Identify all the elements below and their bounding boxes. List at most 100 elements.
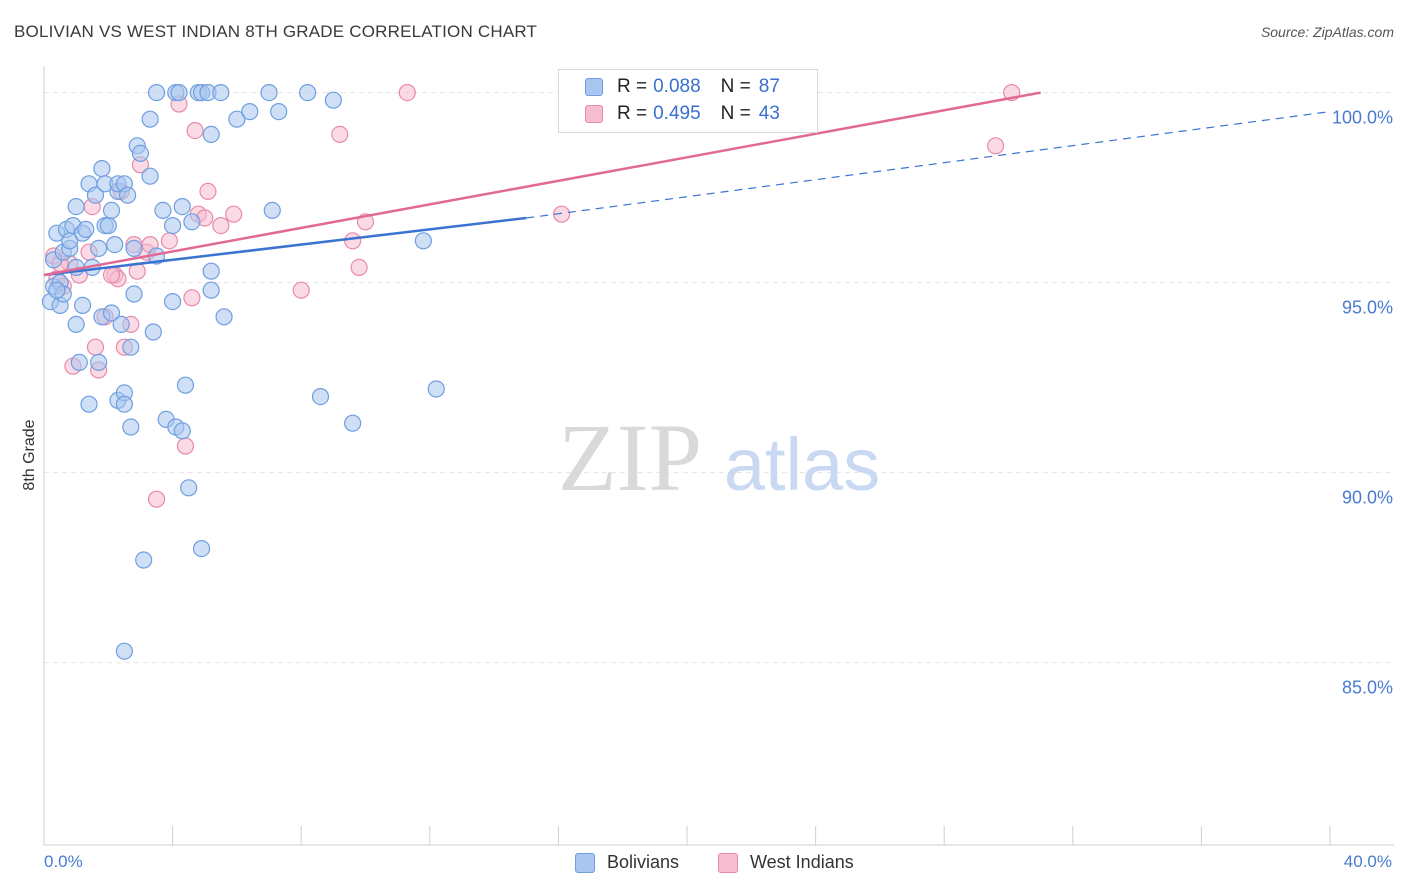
bolivian-point (202, 262, 220, 280)
x-tick-min: 0.0% (44, 852, 83, 871)
bolivian-point (48, 281, 66, 299)
legend-r-label: R = (617, 76, 648, 97)
bolivian-point (212, 83, 230, 102)
bolivian-point (270, 102, 288, 121)
bolivian-point (80, 395, 98, 413)
west-indian-point (147, 490, 166, 508)
trendlines (43, 91, 1331, 277)
west-indian-point (331, 125, 349, 143)
bolivian-point (170, 83, 188, 102)
watermark: ZIP atlas (558, 404, 880, 511)
legend-r-label: R = (617, 103, 648, 124)
west-indian-point (102, 266, 121, 284)
west-indian-point (987, 137, 1005, 155)
bolivian-point (70, 353, 88, 371)
watermark-atlas: atlas (724, 423, 880, 506)
west-indian-point (225, 205, 243, 223)
bolivian-point (73, 296, 92, 314)
legend-row-bolivians: R = 0.088 N = 87 (585, 75, 780, 99)
bolivian-point (164, 217, 182, 235)
bolivian-point (125, 285, 143, 303)
bolivian-point (125, 239, 143, 257)
legend-swatch-blue (585, 78, 603, 96)
legend-row-west-indians: R = 0.495 N = 43 (585, 102, 780, 126)
bolivian-point (106, 236, 124, 254)
west-indian-point (292, 281, 310, 299)
legend-n-value: 43 (758, 103, 780, 124)
bolivian-point (112, 315, 130, 333)
bottom-swatch-blue (575, 852, 595, 873)
bolivian-point (90, 353, 108, 371)
legend-swatch-pink (585, 105, 603, 123)
bolivian-point (176, 376, 195, 394)
grid (44, 92, 1394, 664)
bolivian-point (311, 388, 330, 406)
west-indian-point (212, 217, 230, 235)
bolivian-point (414, 232, 432, 250)
bolivian-point (135, 551, 153, 569)
bolivian-point (344, 414, 362, 432)
west-indian-point (199, 182, 217, 200)
west-indian-point (398, 83, 416, 102)
west-indian-point (186, 122, 204, 140)
y-tick-label: 85.0% (1342, 678, 1393, 698)
bolivian-point (122, 338, 140, 356)
source-label: Source: ZipAtlas.com (1260, 24, 1394, 40)
bolivian-point (122, 418, 140, 436)
bolivian-point (86, 186, 105, 204)
bolivian-point (67, 315, 85, 333)
bolivian-point (202, 125, 220, 143)
bolivian-point (180, 479, 198, 497)
bolivian-point (102, 304, 121, 322)
bolivian-point (173, 422, 191, 440)
chart-title: BOLIVIAN VS WEST INDIAN 8TH GRADE CORREL… (14, 22, 538, 41)
legend-n-value: 87 (758, 76, 780, 97)
bolivians-trendline (43, 216, 527, 277)
y-tick-label: 90.0% (1342, 488, 1393, 508)
west-indian-point (160, 232, 178, 250)
west-indian-point (176, 437, 195, 455)
bolivian-point (77, 220, 95, 238)
bottom-legend-label: Bolivians (607, 852, 680, 872)
bolivian-point (299, 83, 317, 102)
bolivians-trendline-extension (526, 111, 1331, 219)
west-indian-point (350, 258, 368, 276)
bolivians-points (41, 83, 445, 660)
bolivian-point (263, 201, 281, 219)
bolivian-point (215, 308, 233, 326)
bolivian-point (183, 213, 201, 231)
bolivian-point (154, 201, 172, 219)
bolivian-point (115, 642, 133, 660)
west-indians-trendline (43, 91, 1041, 277)
legend-n-label: N = (720, 76, 751, 97)
bolivian-point (241, 102, 259, 121)
y-tick-label: 100.0% (1332, 108, 1393, 128)
bolivian-point (90, 239, 108, 257)
bolivian-point (202, 281, 220, 299)
x-tick-max: 40.0% (1343, 852, 1392, 871)
bolivian-point (93, 160, 111, 178)
legend-r-value: 0.088 (653, 76, 701, 97)
bolivian-point (115, 395, 133, 413)
legend-r-value: 0.495 (653, 103, 701, 124)
y-tick-label: 95.0% (1342, 298, 1393, 318)
bolivian-point (173, 198, 191, 216)
bolivian-point (164, 293, 182, 311)
west-indian-point (553, 205, 571, 223)
bottom-swatch-pink (718, 852, 738, 873)
bolivian-point (144, 323, 162, 341)
watermark-zip: ZIP (558, 404, 702, 511)
bolivian-point (67, 198, 85, 216)
west-indian-point (183, 289, 201, 307)
bolivian-point (147, 83, 166, 102)
bolivian-point (141, 110, 159, 128)
bolivian-point (99, 217, 117, 235)
bottom-legend-label: West Indians (750, 852, 854, 872)
west-indian-point (86, 338, 105, 356)
bolivian-point (141, 167, 159, 185)
bolivian-point (102, 201, 121, 219)
bolivian-point (324, 91, 342, 109)
bottom-legend-bolivians: Bolivians (575, 852, 679, 873)
bolivian-point (427, 380, 445, 398)
